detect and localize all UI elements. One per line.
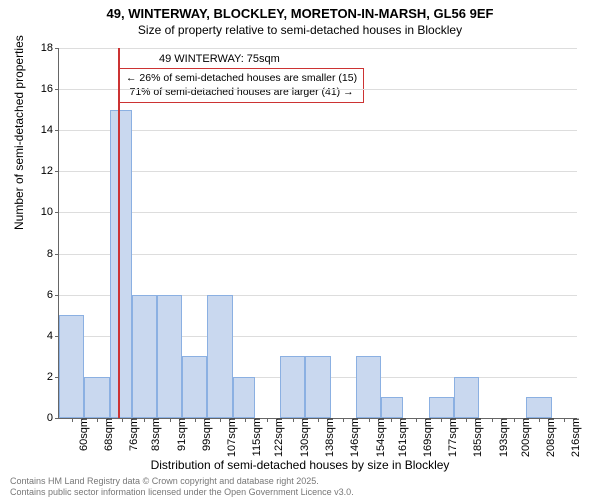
x-tick-mark: [441, 418, 442, 422]
x-tick-mark: [391, 418, 392, 422]
x-tick-mark: [514, 418, 515, 422]
x-tick-label: 185sqm: [470, 418, 484, 457]
y-tick-label: 2: [47, 371, 59, 383]
x-tick-label: 161sqm: [395, 418, 409, 457]
grid-line: [59, 171, 577, 172]
x-tick-label: 122sqm: [271, 418, 285, 457]
y-tick-label: 12: [41, 165, 59, 177]
x-tick-label: 154sqm: [373, 418, 387, 457]
x-tick-label: 60sqm: [76, 418, 90, 451]
x-tick-mark: [343, 418, 344, 422]
footer-attribution: Contains HM Land Registry data © Crown c…: [10, 476, 354, 498]
x-tick-mark: [97, 418, 98, 422]
y-axis-label: Number of semi-detached properties: [12, 35, 26, 230]
x-tick-mark: [293, 418, 294, 422]
x-tick-mark: [369, 418, 370, 422]
x-tick-mark: [416, 418, 417, 422]
x-tick-label: 83sqm: [148, 418, 162, 451]
histogram-bar: [356, 356, 381, 418]
chart-title: 49, WINTERWAY, BLOCKLEY, MORETON-IN-MARS…: [0, 0, 600, 23]
x-tick-mark: [170, 418, 171, 422]
x-tick-label: 99sqm: [199, 418, 213, 451]
x-tick-label: 91sqm: [174, 418, 188, 451]
y-tick-label: 6: [47, 289, 59, 301]
x-tick-mark: [144, 418, 145, 422]
histogram-bar: [381, 397, 403, 418]
y-tick-label: 18: [41, 42, 59, 54]
x-tick-mark: [220, 418, 221, 422]
x-tick-label: 68sqm: [101, 418, 115, 451]
x-tick-mark: [492, 418, 493, 422]
x-tick-mark: [318, 418, 319, 422]
grid-line: [59, 212, 577, 213]
x-tick-label: 169sqm: [420, 418, 434, 457]
plot-area: 49 WINTERWAY: 75sqm ← 26% of semi-detach…: [58, 48, 577, 419]
footer-line-2: Contains public sector information licen…: [10, 487, 354, 498]
x-tick-label: 115sqm: [249, 418, 263, 456]
annotation-box: ← 26% of semi-detached houses are smalle…: [119, 68, 364, 103]
y-tick-label: 4: [47, 330, 59, 342]
x-tick-label: 138sqm: [322, 418, 336, 457]
grid-line: [59, 89, 577, 90]
histogram-bar: [84, 377, 109, 418]
marker-line: [118, 48, 120, 418]
x-tick-label: 107sqm: [224, 418, 238, 457]
x-tick-label: 177sqm: [445, 418, 459, 457]
annotation-title: 49 WINTERWAY: 75sqm: [159, 53, 280, 65]
x-tick-label: 76sqm: [126, 418, 140, 451]
annotation-line-2: 71% of semi-detached houses are larger (…: [126, 86, 357, 100]
grid-line: [59, 254, 577, 255]
x-tick-label: 200sqm: [518, 418, 532, 457]
x-tick-label: 216sqm: [568, 418, 582, 457]
x-tick-mark: [195, 418, 196, 422]
annotation-line-1: ← 26% of semi-detached houses are smalle…: [126, 72, 357, 86]
y-tick-label: 10: [41, 206, 59, 218]
x-tick-mark: [72, 418, 73, 422]
histogram-bar: [280, 356, 305, 418]
histogram-bar: [305, 356, 330, 418]
histogram-bar: [132, 295, 157, 418]
histogram-bar: [526, 397, 551, 418]
x-tick-label: 146sqm: [347, 418, 361, 457]
histogram-bar: [207, 295, 232, 418]
x-tick-label: 193sqm: [496, 418, 510, 457]
grid-line: [59, 130, 577, 131]
histogram-bar: [110, 110, 132, 418]
x-tick-mark: [267, 418, 268, 422]
x-tick-mark: [122, 418, 123, 422]
histogram-bar: [233, 377, 255, 418]
x-tick-mark: [539, 418, 540, 422]
x-tick-mark: [245, 418, 246, 422]
histogram-bar: [59, 315, 84, 418]
x-tick-label: 130sqm: [297, 418, 311, 457]
chart-container: 49, WINTERWAY, BLOCKLEY, MORETON-IN-MARS…: [0, 0, 600, 500]
chart-subtitle: Size of property relative to semi-detach…: [0, 23, 600, 37]
footer-line-1: Contains HM Land Registry data © Crown c…: [10, 476, 354, 487]
histogram-bar: [182, 356, 207, 418]
histogram-bar: [454, 377, 479, 418]
title-line-1: 49, WINTERWAY, BLOCKLEY, MORETON-IN-MARS…: [0, 6, 600, 23]
y-tick-label: 8: [47, 248, 59, 260]
x-tick-mark: [466, 418, 467, 422]
y-tick-label: 16: [41, 83, 59, 95]
x-axis-label: Distribution of semi-detached houses by …: [0, 458, 600, 472]
y-tick-label: 0: [47, 412, 59, 424]
x-tick-mark: [564, 418, 565, 422]
x-tick-label: 208sqm: [543, 418, 557, 457]
histogram-bar: [429, 397, 454, 418]
y-tick-label: 14: [41, 124, 59, 136]
histogram-bar: [157, 295, 182, 418]
grid-line: [59, 48, 577, 49]
